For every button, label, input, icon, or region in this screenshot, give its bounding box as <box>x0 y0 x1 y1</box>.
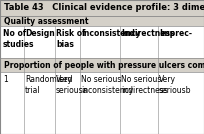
Text: Design: Design <box>25 29 55 38</box>
Text: Proportion of people with pressure ulcers completely healed – peo: Proportion of people with pressure ulcer… <box>4 60 204 70</box>
Text: Quality assessment: Quality assessment <box>4 16 89 25</box>
Text: Randomised
trial: Randomised trial <box>25 75 72 95</box>
Bar <box>0 58 204 72</box>
Text: Imprec-: Imprec- <box>159 29 192 38</box>
Text: Very
seriousa: Very seriousa <box>56 75 88 95</box>
Bar <box>0 0 204 16</box>
Bar <box>0 26 204 58</box>
Text: 1: 1 <box>3 75 8 84</box>
Text: No serious
inconsistency: No serious inconsistency <box>81 75 133 95</box>
Bar <box>0 16 204 26</box>
Text: Indirectness: Indirectness <box>121 29 174 38</box>
Text: Very
seriousb: Very seriousb <box>159 75 192 95</box>
Text: No serious
indirectness: No serious indirectness <box>121 75 168 95</box>
Text: Risk of
bias: Risk of bias <box>56 29 85 49</box>
Text: No of
studies: No of studies <box>3 29 34 49</box>
Text: Inconsistency: Inconsistency <box>81 29 141 38</box>
Text: Table 43   Clinical evidence profile: 3 dimensional macropor: Table 43 Clinical evidence profile: 3 di… <box>4 3 204 12</box>
Bar <box>0 72 204 134</box>
